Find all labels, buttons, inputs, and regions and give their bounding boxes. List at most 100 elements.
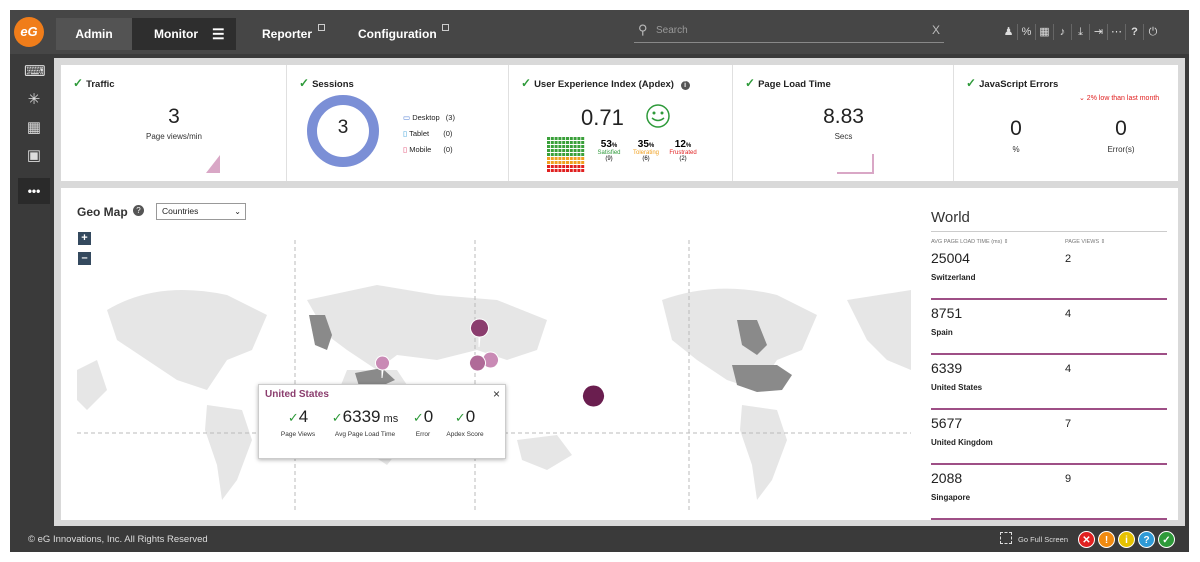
apdex-dot xyxy=(554,149,558,152)
kpi-row: ✓ Traffic 3 Page views/min ✓ Sessions 3 ▭ … xyxy=(61,65,1178,181)
zoom-out-button[interactable]: – xyxy=(78,252,91,265)
list-item[interactable]: 25004 2 Switzerland xyxy=(931,245,1167,300)
logout-icon[interactable]: ⇥ xyxy=(1090,24,1108,40)
external-link-icon xyxy=(318,24,325,31)
country-popup[interactable]: United States × ✓4 Page Views ✓6339 ms A… xyxy=(258,384,506,459)
smiley-icon xyxy=(646,104,670,128)
apdex-dot xyxy=(550,157,554,160)
row-country: Spain xyxy=(931,328,953,337)
hamburger-menu-icon[interactable]: ☰ xyxy=(212,26,225,42)
apdex-dot xyxy=(562,165,566,168)
help-icon[interactable]: ? xyxy=(133,205,144,216)
minor-alarm-icon[interactable]: i xyxy=(1118,531,1135,548)
fullscreen-icon[interactable] xyxy=(1000,532,1012,544)
row-views: 9 xyxy=(1065,473,1072,485)
link-icon[interactable]: % xyxy=(1018,24,1036,40)
more-options-button[interactable]: ••• xyxy=(18,178,50,204)
apdex-dot xyxy=(566,153,569,156)
critical-alarm-icon[interactable]: ✕ xyxy=(1078,531,1095,548)
unknown-alarm-icon[interactable]: ? xyxy=(1138,531,1155,548)
traffic-title: ✓ Traffic xyxy=(73,76,115,90)
row-views: 7 xyxy=(1065,418,1072,430)
apdex-title-text: User Experience Index (Apdex) xyxy=(534,79,674,90)
traffic-light-icon[interactable]: ▦ xyxy=(1036,24,1054,40)
apdex-dot xyxy=(569,169,573,172)
apdex-dot xyxy=(581,149,585,152)
map-marker-switzerland[interactable] xyxy=(470,318,489,348)
list-item[interactable]: 6339 4 United States xyxy=(931,355,1167,410)
close-icon[interactable]: × xyxy=(492,387,500,401)
list-item[interactable]: 2088 9 Singapore xyxy=(931,465,1167,520)
apdex-dot xyxy=(566,137,569,140)
layout-grid-icon[interactable]: ▦ xyxy=(26,119,42,136)
apdex-dot xyxy=(562,149,566,152)
user-icon[interactable]: ♟ xyxy=(1000,24,1018,40)
apdex-dot xyxy=(562,153,566,156)
apdex-dot xyxy=(550,153,554,156)
apdex-dot xyxy=(547,137,550,140)
tab-reporter[interactable]: Reporter xyxy=(262,18,325,50)
apdex-dot xyxy=(558,137,562,140)
page-load-title: ✓ Page Load Time xyxy=(745,76,831,90)
world-title: World xyxy=(931,209,970,226)
region-select[interactable]: Countries ⌄ xyxy=(156,203,246,220)
copyright-text: © eG Innovations, Inc. All Rights Reserv… xyxy=(28,534,208,545)
apdex-dot xyxy=(566,165,569,168)
apdex-dot xyxy=(577,145,581,148)
js-errors-pct-value: 0 xyxy=(1010,117,1022,140)
major-alarm-icon[interactable]: ! xyxy=(1098,531,1115,548)
list-item[interactable]: 8751 4 Spain xyxy=(931,300,1167,355)
tab-monitor[interactable]: Monitor ☰ xyxy=(132,18,236,50)
search-field[interactable]: ⚲ Search X xyxy=(634,21,944,43)
more-icon[interactable]: ⋯ xyxy=(1108,24,1126,40)
apdex-card[interactable]: ✓ User Experience Index (Apdex) i 0.71 53… xyxy=(509,65,733,181)
help-icon[interactable]: ? xyxy=(1126,24,1144,40)
tab-configuration[interactable]: Configuration xyxy=(358,18,449,50)
traffic-card[interactable]: ✓ Traffic 3 Page views/min xyxy=(61,65,287,181)
settings-screen-icon[interactable]: ▣ xyxy=(26,147,42,164)
clear-search-icon[interactable]: X xyxy=(931,23,940,37)
map-marker-singapore[interactable] xyxy=(582,384,605,421)
apdex-dot xyxy=(554,153,558,156)
eg-logo[interactable]: eG xyxy=(14,17,44,47)
apdex-frustrated: 12% Frustrated (2) xyxy=(669,139,697,162)
sessions-card[interactable]: ✓ Sessions 3 ▭ Desktop (3) ▯ Tablet (0) ▯… xyxy=(287,65,509,181)
apdex-dot xyxy=(581,161,585,164)
apdex-dot xyxy=(577,141,581,144)
monitor-dashboard-icon[interactable]: ⌨ xyxy=(24,63,46,80)
world-stats-list: World AVG PAGE LOAD TIME (ms) ⇕ PAGE VIE… xyxy=(923,188,1178,520)
map-marker-uk[interactable] xyxy=(375,355,390,379)
normal-alarm-icon[interactable]: ✓ xyxy=(1158,531,1175,548)
row-views: 4 xyxy=(1065,308,1072,320)
js-errors-card[interactable]: ✓ JavaScript Errors ⌄ 2% low than last mo… xyxy=(954,65,1178,181)
traffic-value: 3 xyxy=(168,105,180,128)
search-input[interactable]: Search xyxy=(656,25,688,36)
topology-icon[interactable]: ✳ xyxy=(27,91,41,108)
bell-icon[interactable]: ♪ xyxy=(1054,24,1072,40)
col-header-load-time[interactable]: AVG PAGE LOAD TIME (ms) ⇕ xyxy=(931,239,1009,245)
apdex-dot xyxy=(554,169,558,172)
zoom-in-button[interactable]: + xyxy=(78,232,91,245)
tab-admin[interactable]: Admin xyxy=(56,18,132,50)
js-errors-title: ✓ JavaScript Errors xyxy=(966,76,1058,90)
power-icon[interactable]: ⏻ xyxy=(1148,26,1158,38)
row-load-time: 8751 xyxy=(931,305,963,321)
apdex-dot xyxy=(566,161,569,164)
apdex-dot xyxy=(569,141,573,144)
apdex-dot xyxy=(573,141,577,144)
download-icon[interactable]: ⤓ xyxy=(1072,24,1090,40)
list-item[interactable]: 5677 7 United Kingdom xyxy=(931,410,1167,465)
fullscreen-button[interactable]: Go Full Screen xyxy=(1018,535,1069,544)
tab-reporter-label: Reporter xyxy=(262,27,313,41)
apdex-dot xyxy=(558,157,562,160)
apdex-dot xyxy=(573,145,577,148)
info-icon[interactable]: i xyxy=(680,81,690,90)
map-marker-us[interactable] xyxy=(469,354,486,381)
popup-avg-load: ✓6339 ms Avg Page Load Time xyxy=(331,407,399,438)
apdex-dot xyxy=(577,157,581,160)
sessions-title: ✓ Sessions xyxy=(299,76,354,90)
page-load-card[interactable]: ✓ Page Load Time 8.83 Secs xyxy=(733,65,954,181)
world-map[interactable] xyxy=(77,240,911,512)
apdex-dot xyxy=(550,141,554,144)
col-header-page-views[interactable]: PAGE VIEWS ⇕ xyxy=(1065,239,1106,245)
